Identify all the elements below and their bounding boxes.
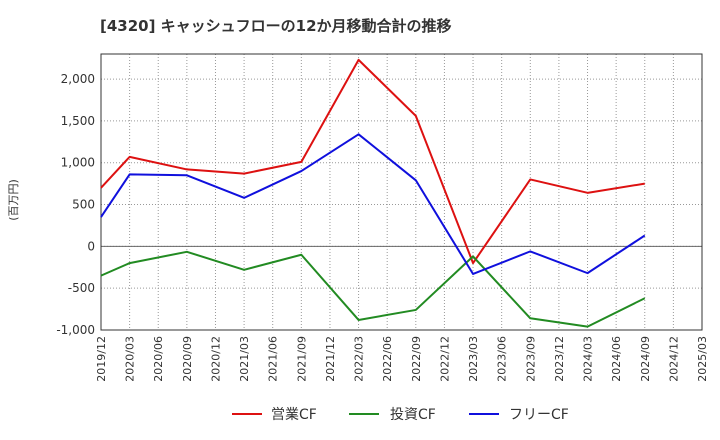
y-tick-labels: -1,000 -500 0 500 1,000 1,500 2,000 [56, 72, 95, 337]
series-lines [100, 58, 646, 328]
grid-lines [100, 54, 703, 331]
y-tick-label: -1,000 [56, 323, 95, 337]
x-tick-label: 2024/09 [639, 336, 652, 382]
series-line-0 [100, 58, 645, 265]
x-tick-label: 2022/12 [438, 336, 451, 382]
plot-frame [100, 53, 703, 331]
legend-item-free-cf: フリーCF [469, 407, 569, 423]
x-tick-label: 2020/12 [209, 336, 222, 382]
series-line-2 [100, 133, 646, 275]
x-tick-label: 2020/03 [124, 336, 137, 382]
x-tick-label: 2024/12 [667, 336, 680, 382]
x-tick-label: 2023/09 [524, 336, 537, 382]
x-tick-label: 2023/06 [496, 336, 509, 382]
legend: 営業CF 投資CF フリーCF [232, 407, 569, 423]
y-tick-label: 1,000 [61, 156, 95, 170]
x-tick-label: 2022/03 [353, 336, 366, 382]
x-tick-label: 2024/06 [610, 336, 623, 382]
x-tick-label: 2021/06 [267, 336, 280, 382]
legend-item-operating-cf: 営業CF [232, 407, 317, 423]
x-tick-label: 2023/12 [553, 336, 566, 382]
y-axis-label: (百万円) [7, 179, 20, 221]
x-tick-label: 2020/06 [152, 336, 165, 382]
x-tick-label: 2025/03 [696, 336, 709, 382]
y-tick-label: 500 [72, 198, 95, 212]
y-tick-label: -500 [68, 281, 95, 295]
legend-label-investing-cf: 投資CF [390, 407, 436, 423]
x-tick-labels: 2019/12 2020/03 2020/06 2020/09 2020/12 2021/… [95, 336, 709, 382]
x-tick-label: 2021/09 [295, 336, 308, 382]
legend-label-free-cf: フリーCF [509, 407, 569, 423]
x-tick-label: 2023/03 [467, 336, 480, 382]
chart-title: [4320] キャッシュフローの12か月移動合計の推移 [100, 17, 452, 35]
y-tick-label: 2,000 [61, 72, 95, 86]
x-tick-label: 2022/06 [381, 336, 394, 382]
x-tick-label: 2021/12 [324, 336, 337, 382]
x-tick-label: 2022/09 [410, 336, 423, 382]
x-tick-label: 2019/12 [95, 336, 108, 382]
legend-item-investing-cf: 投資CF [349, 407, 436, 423]
x-tick-label: 2024/03 [582, 336, 595, 382]
x-tick-label: 2021/03 [238, 336, 251, 382]
y-tick-label: 0 [87, 239, 95, 253]
y-tick-label: 1,500 [61, 114, 95, 128]
series-line-1 [100, 250, 646, 328]
legend-label-operating-cf: 営業CF [271, 407, 317, 423]
x-tick-label: 2020/09 [181, 336, 194, 382]
